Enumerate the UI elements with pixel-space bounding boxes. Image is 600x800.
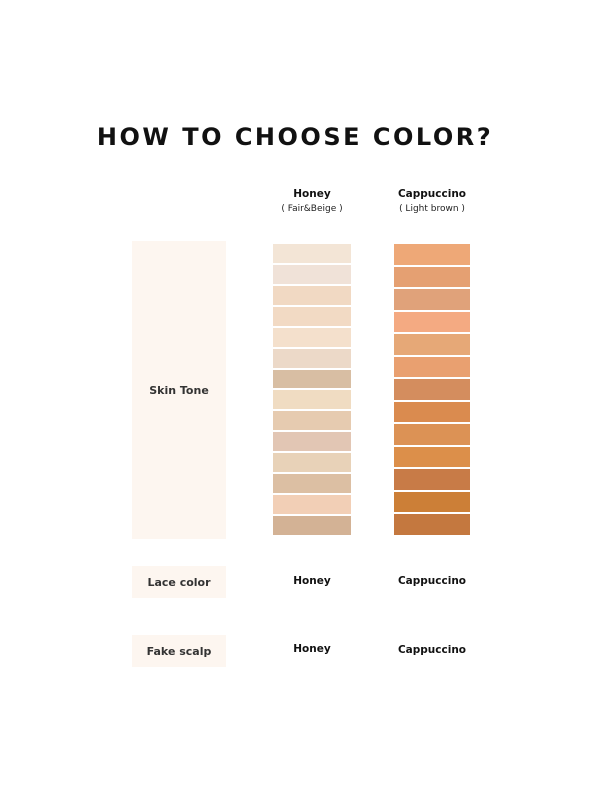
color-swatch xyxy=(273,453,351,473)
lace-color-honey: Honey xyxy=(293,575,331,587)
color-swatch xyxy=(273,244,351,263)
column-subtitle: ( Light brown ) xyxy=(399,204,465,214)
lace-color-label: Lace color xyxy=(132,566,226,598)
color-swatch xyxy=(273,264,351,284)
color-swatch xyxy=(273,390,351,410)
color-swatch xyxy=(273,285,351,305)
skin-tone-label: Skin Tone xyxy=(132,241,226,539)
column-name: Cappuccino xyxy=(397,188,467,200)
color-swatch xyxy=(394,469,470,490)
color-swatch xyxy=(394,289,470,310)
color-swatch xyxy=(273,348,351,368)
color-swatch xyxy=(394,446,470,468)
color-swatch xyxy=(394,401,470,423)
page-title: HOW TO CHOOSE COLOR? xyxy=(96,123,494,151)
lace-color-cappuccino: Cappuccino xyxy=(397,575,467,587)
column-name: Honey xyxy=(293,188,331,200)
color-swatch xyxy=(394,379,470,400)
cappuccino-swatches xyxy=(394,244,470,535)
fake-scalp-label: Fake scalp xyxy=(132,635,226,667)
color-swatch xyxy=(273,327,351,347)
color-swatch xyxy=(394,424,470,445)
column-header-honey: Honey ( Fair&Beige ) xyxy=(242,188,382,214)
color-swatch xyxy=(394,311,470,333)
color-swatch xyxy=(394,356,470,378)
color-swatch xyxy=(273,369,351,389)
color-swatch xyxy=(273,432,351,452)
color-swatch xyxy=(394,491,470,513)
color-swatch xyxy=(394,266,470,288)
color-swatch xyxy=(394,334,470,355)
color-swatch xyxy=(273,515,351,535)
color-swatch xyxy=(394,514,470,535)
column-subtitle: ( Fair&Beige ) xyxy=(281,204,343,214)
honey-swatches xyxy=(273,244,351,535)
fake-scalp-honey: Honey xyxy=(293,643,331,655)
color-swatch xyxy=(273,474,351,494)
color-swatch xyxy=(273,411,351,431)
color-swatch xyxy=(394,244,470,265)
column-header-cappuccino: Cappuccino ( Light brown ) xyxy=(362,188,502,214)
color-swatch xyxy=(273,495,351,514)
color-swatch xyxy=(273,306,351,326)
fake-scalp-cappuccino: Cappuccino xyxy=(397,644,467,656)
